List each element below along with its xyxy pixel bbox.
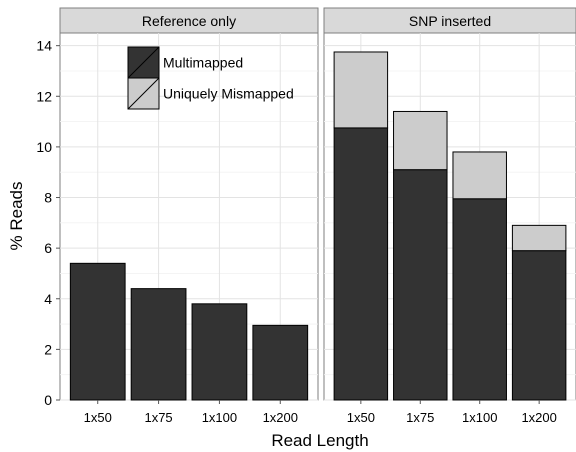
bar-uniquely-mismapped-1x100 (452, 151, 507, 200)
x-tick-label: 1x75 (144, 410, 172, 425)
bar-multimapped-1x75 (393, 169, 448, 401)
panel-title: SNP inserted (409, 13, 491, 29)
x-tick-label: 1x50 (347, 410, 375, 425)
panel-title: Reference only (142, 13, 236, 29)
y-tick-label: 4 (44, 291, 52, 307)
y-tick-label: 8 (44, 190, 52, 206)
bar-multimapped-1x100 (452, 198, 507, 401)
x-tick-label: 1x100 (462, 410, 497, 425)
legend-key-slash (127, 77, 160, 110)
legend-key-slash (127, 46, 160, 79)
legend: Multimapped Uniquely Mismapped (127, 46, 294, 110)
x-tick-label: 1x200 (263, 410, 298, 425)
bar-uniquely-mismapped-1x200 (511, 224, 567, 252)
y-tick-label: 14 (36, 38, 52, 54)
y-tick-label: 6 (44, 240, 52, 256)
y-axis-title: % Reads (7, 182, 26, 251)
bar-multimapped-1x50 (333, 127, 389, 401)
y-tick-label: 12 (36, 88, 52, 104)
x-axis-title: Read Length (271, 431, 368, 450)
panel-0: Reference only 1x50 1x75 1x100 1x200 (59, 7, 319, 425)
bar-multimapped-1x75 (130, 288, 187, 401)
legend-label: Uniquely Mismapped (163, 86, 294, 102)
x-tick-label: 1x100 (202, 410, 237, 425)
legend-label: Multimapped (163, 55, 243, 71)
y-tick-label: 0 (44, 392, 52, 408)
bar-multimapped-1x200 (511, 250, 567, 401)
bar-multimapped-1x200 (252, 324, 309, 401)
bar-uniquely-mismapped-1x75 (393, 110, 448, 171)
x-tick-label: 1x75 (406, 410, 434, 425)
bar-multimapped-1x50 (69, 262, 126, 401)
bar-multimapped-1x100 (191, 303, 248, 401)
x-tick-label: 1x200 (521, 410, 556, 425)
y-axis: 0 2 4 6 8 10 12 14 (36, 38, 60, 408)
bar-uniquely-mismapped-1x50 (333, 51, 389, 129)
y-tick-label: 2 (44, 341, 52, 357)
panel-strip (59, 7, 319, 34)
legend-entry-1: Uniquely Mismapped (127, 77, 294, 110)
panel-1: SNP inserted 1x50 1x75 1x100 1x200 (323, 7, 576, 425)
x-tick-label: 1x50 (84, 410, 112, 425)
y-tick-label: 10 (36, 139, 52, 155)
